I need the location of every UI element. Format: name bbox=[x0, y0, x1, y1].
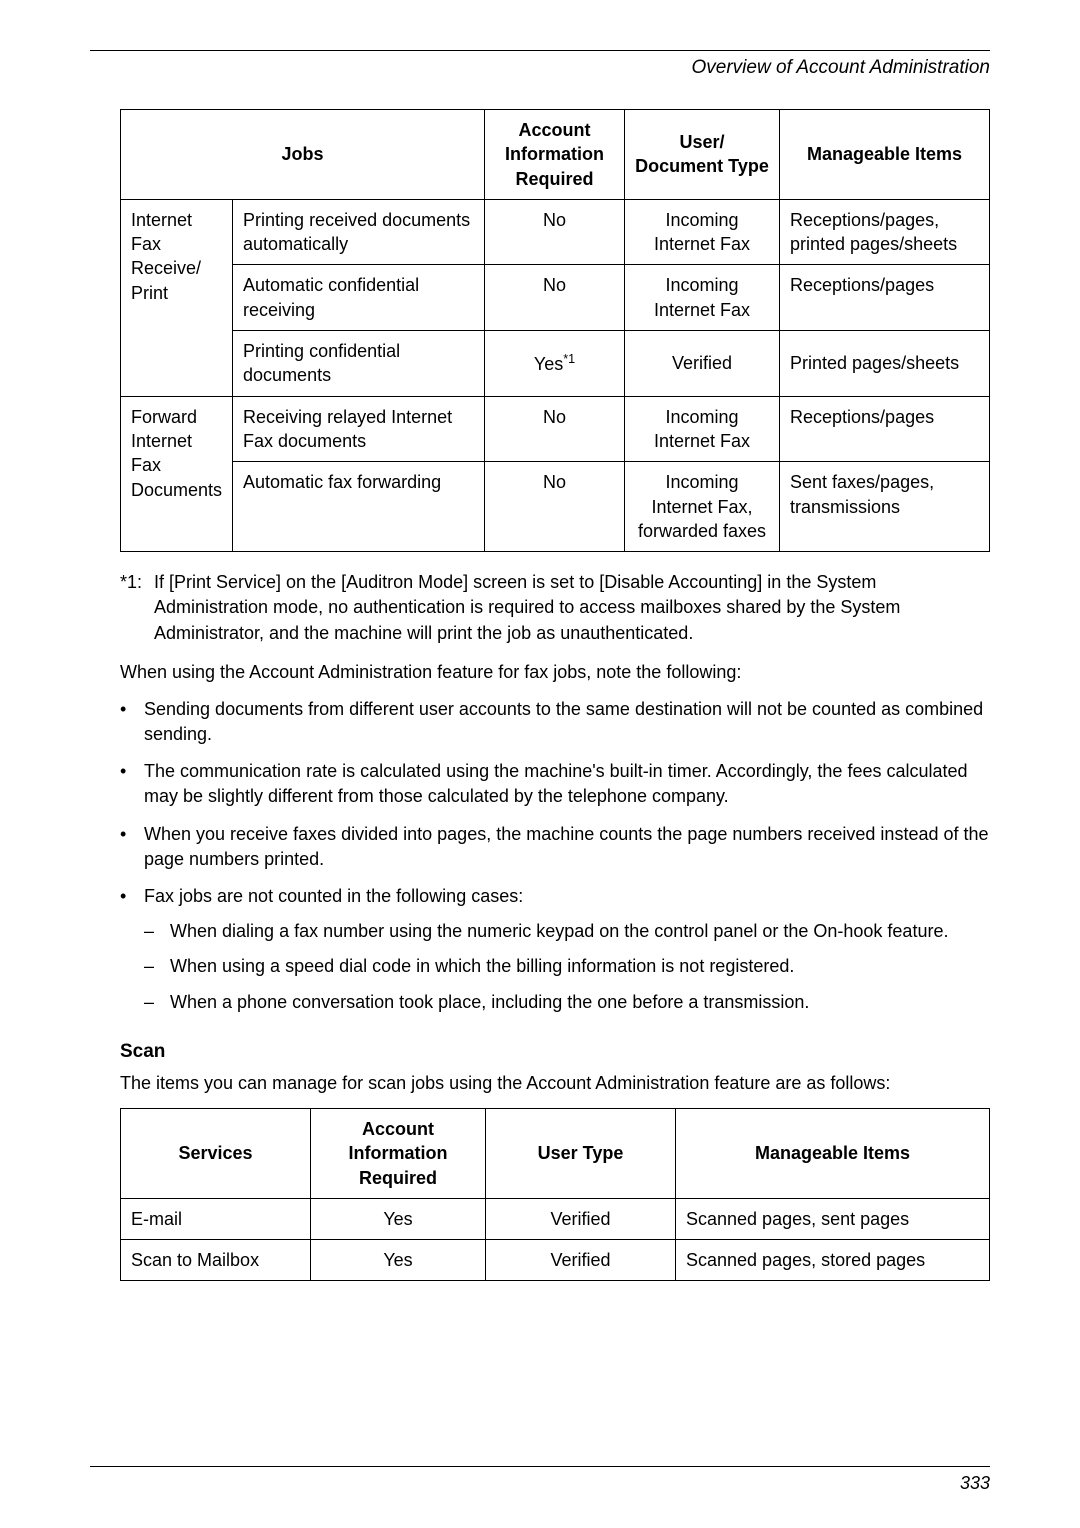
bullet-text: Fax jobs are not counted in the followin… bbox=[144, 884, 990, 1025]
cell-ut: Verified bbox=[486, 1240, 676, 1281]
table-row: Forward Internet Fax Documents Receiving… bbox=[121, 396, 990, 462]
bullet-text: When you receive faxes divided into page… bbox=[144, 822, 990, 872]
cell-svc: Scan to Mailbox bbox=[121, 1240, 311, 1281]
cell-mi: Receptions/pages bbox=[780, 396, 990, 462]
cell-udt: Verified bbox=[625, 331, 780, 397]
cell-mi: Printed pages/sheets bbox=[780, 331, 990, 397]
table-row: Internet Fax Receive/ Print Printing rec… bbox=[121, 199, 990, 265]
th-jobs: Jobs bbox=[121, 110, 485, 200]
table-row: E-mail Yes Verified Scanned pages, sent … bbox=[121, 1198, 990, 1239]
footer-rule bbox=[90, 1466, 990, 1467]
cell-sub: Automatic confidential receiving bbox=[233, 265, 485, 331]
footnote: *1: If [Print Service] on the [Auditron … bbox=[120, 570, 990, 646]
bullet-icon: • bbox=[120, 697, 144, 747]
sub-text: When dialing a fax number using the nume… bbox=[170, 919, 990, 944]
bullet-icon: • bbox=[120, 759, 144, 809]
table-row: Automatic fax forwarding No Incoming Int… bbox=[121, 462, 990, 552]
cell-mi: Receptions/pages, printed pages/sheets bbox=[780, 199, 990, 265]
page-footer: 333 bbox=[90, 1466, 990, 1494]
cell-air: No bbox=[485, 265, 625, 331]
cell-mi: Receptions/pages bbox=[780, 265, 990, 331]
list-item: • Sending documents from different user … bbox=[120, 697, 990, 747]
cell-air: No bbox=[485, 462, 625, 552]
sub-item: – When dialing a fax number using the nu… bbox=[144, 919, 990, 944]
list-item: • Fax jobs are not counted in the follow… bbox=[120, 884, 990, 1025]
sub-item: – When using a speed dial code in which … bbox=[144, 954, 990, 979]
page-number: 333 bbox=[90, 1473, 990, 1494]
th-air: Account Information Required bbox=[485, 110, 625, 200]
footnote-label: *1: bbox=[120, 570, 154, 646]
scan-intro: The items you can manage for scan jobs u… bbox=[120, 1071, 990, 1096]
cell-group: Forward Internet Fax Documents bbox=[121, 396, 233, 551]
bullet-text: The communication rate is calculated usi… bbox=[144, 759, 990, 809]
dash-icon: – bbox=[144, 990, 170, 1015]
cell-mi: Scanned pages, stored pages bbox=[676, 1240, 990, 1281]
cell-group: Internet Fax Receive/ Print bbox=[121, 199, 233, 396]
sub-item: – When a phone conversation took place, … bbox=[144, 990, 990, 1015]
cell-sub: Printing confidential documents bbox=[233, 331, 485, 397]
cell-ut: Verified bbox=[486, 1198, 676, 1239]
cell-air: Yes bbox=[311, 1240, 486, 1281]
th-udt: User/ Document Type bbox=[625, 110, 780, 200]
bullet-icon: • bbox=[120, 822, 144, 872]
table-row: Printing confidential documents Yes*1 Ve… bbox=[121, 331, 990, 397]
bullet-main: Fax jobs are not counted in the followin… bbox=[144, 886, 523, 906]
scan-heading: Scan bbox=[120, 1041, 990, 1063]
th-air: Account Information Required bbox=[311, 1108, 486, 1198]
sub-text: When using a speed dial code in which th… bbox=[170, 954, 990, 979]
air-sup: *1 bbox=[563, 352, 575, 366]
air-text: Yes bbox=[534, 354, 563, 374]
sub-text: When a phone conversation took place, in… bbox=[170, 990, 990, 1015]
cell-air: Yes bbox=[311, 1198, 486, 1239]
dash-icon: – bbox=[144, 954, 170, 979]
footnote-text: If [Print Service] on the [Auditron Mode… bbox=[154, 570, 990, 646]
cell-sub: Automatic fax forwarding bbox=[233, 462, 485, 552]
cell-udt: Incoming Internet Fax bbox=[625, 396, 780, 462]
cell-udt: Incoming Internet Fax bbox=[625, 199, 780, 265]
header-rule bbox=[90, 50, 990, 51]
table-row: Automatic confidential receiving No Inco… bbox=[121, 265, 990, 331]
th-mi: Manageable Items bbox=[780, 110, 990, 200]
th-services: Services bbox=[121, 1108, 311, 1198]
bullet-list: • Sending documents from different user … bbox=[120, 697, 990, 1025]
list-item: • When you receive faxes divided into pa… bbox=[120, 822, 990, 872]
sub-list: – When dialing a fax number using the nu… bbox=[144, 919, 990, 1015]
bullet-text: Sending documents from different user ac… bbox=[144, 697, 990, 747]
scan-table: Services Account Information Required Us… bbox=[120, 1108, 990, 1281]
cell-air: No bbox=[485, 199, 625, 265]
table-header-row: Services Account Information Required Us… bbox=[121, 1108, 990, 1198]
table-row: Scan to Mailbox Yes Verified Scanned pag… bbox=[121, 1240, 990, 1281]
cell-udt: Incoming Internet Fax, forwarded faxes bbox=[625, 462, 780, 552]
page-header-title: Overview of Account Administration bbox=[90, 57, 990, 79]
cell-mi: Sent faxes/pages, transmissions bbox=[780, 462, 990, 552]
cell-air: Yes*1 bbox=[485, 331, 625, 397]
cell-mi: Scanned pages, sent pages bbox=[676, 1198, 990, 1239]
th-ut: User Type bbox=[486, 1108, 676, 1198]
th-mi: Manageable Items bbox=[676, 1108, 990, 1198]
cell-svc: E-mail bbox=[121, 1198, 311, 1239]
bullet-icon: • bbox=[120, 884, 144, 1025]
list-item: • The communication rate is calculated u… bbox=[120, 759, 990, 809]
dash-icon: – bbox=[144, 919, 170, 944]
jobs-table: Jobs Account Information Required User/ … bbox=[120, 109, 990, 552]
table-header-row: Jobs Account Information Required User/ … bbox=[121, 110, 990, 200]
fax-intro: When using the Account Administration fe… bbox=[120, 660, 990, 685]
cell-air: No bbox=[485, 396, 625, 462]
cell-sub: Printing received documents automaticall… bbox=[233, 199, 485, 265]
cell-udt: Incoming Internet Fax bbox=[625, 265, 780, 331]
cell-sub: Receiving relayed Internet Fax documents bbox=[233, 396, 485, 462]
